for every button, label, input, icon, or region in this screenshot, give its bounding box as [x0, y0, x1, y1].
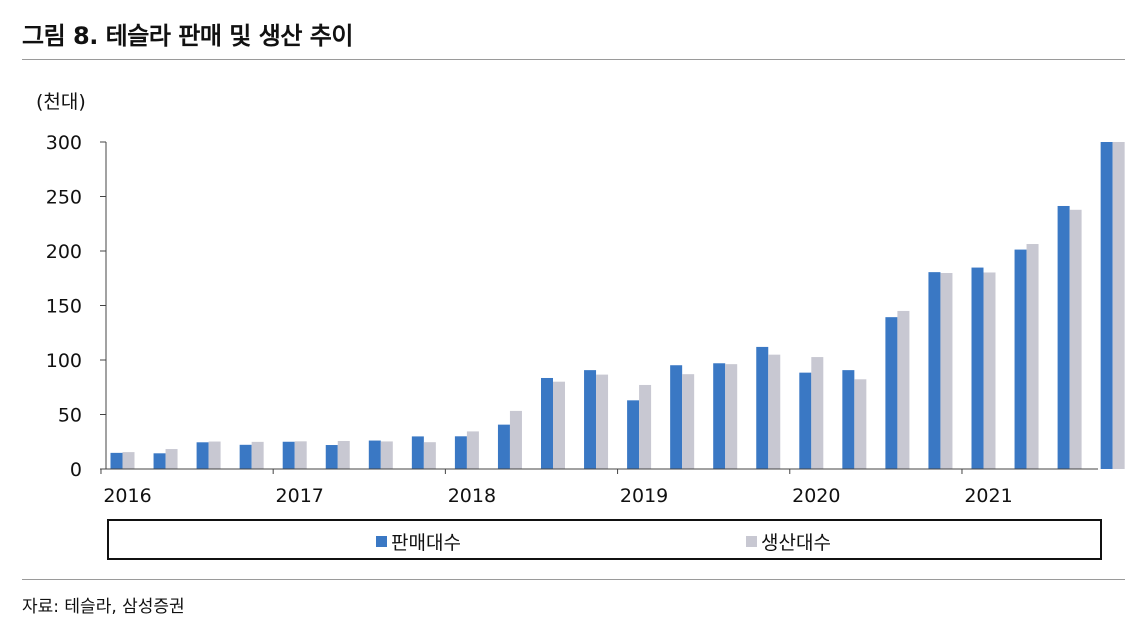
x-year-label: 2020: [792, 485, 840, 507]
x-axis-year-labels: 2016 2017 2018 2019 2020 2021: [100, 469, 1013, 507]
source-note: 자료: 테슬라, 삼성증권: [22, 597, 185, 617]
bar-sales: [196, 442, 209, 469]
bar-sales: [928, 272, 941, 469]
bar-production: [1112, 142, 1125, 469]
bar-production: [509, 410, 522, 469]
x-year-label: 2017: [276, 485, 324, 507]
bar-sales: [325, 445, 338, 469]
source-divider: [22, 579, 1125, 580]
bar-production: [983, 272, 996, 469]
bar-production: [682, 374, 695, 469]
bar-production: [768, 354, 781, 469]
x-year-label: 2021: [964, 485, 1012, 507]
bar-production: [122, 452, 135, 469]
bar-sales: [153, 453, 166, 469]
bar-production: [337, 440, 350, 469]
y-tick-label: 50: [58, 405, 82, 427]
bar-production: [940, 273, 953, 469]
bar-sales: [110, 452, 123, 469]
legend-label-sales: 판매대수: [391, 532, 461, 554]
bar-production: [725, 364, 738, 469]
y-tick-label: 0: [70, 459, 82, 481]
bar-production: [596, 374, 609, 469]
title-divider: [22, 59, 1125, 60]
bar-production: [1069, 209, 1082, 469]
bar-sales: [239, 444, 252, 469]
bar-sales: [454, 436, 467, 469]
y-tick-label: 250: [46, 187, 82, 209]
bar-sales: [885, 317, 898, 469]
bar-sales: [541, 377, 553, 469]
x-year-label: 2018: [448, 485, 496, 507]
legend-label-production: 생산대수: [761, 532, 831, 554]
bar-production: [251, 441, 264, 469]
bar-sales: [497, 424, 510, 469]
x-year-label: 2016: [103, 485, 151, 507]
bar-sales: [670, 365, 683, 469]
bar-production: [380, 441, 393, 469]
bar-sales: [971, 267, 984, 469]
bar-production: [208, 441, 221, 469]
bar-sales: [368, 440, 381, 469]
y-tick-label: 300: [46, 132, 82, 154]
y-tick-label: 200: [46, 241, 82, 263]
bar-sales: [842, 370, 855, 469]
legend-swatch-sales: [376, 536, 387, 547]
bar-sales: [411, 436, 424, 469]
bar-chart: (천대) 0 50 100 150 200 250 300 2016 2017 2018 2019…: [36, 91, 1125, 507]
bar-production: [854, 379, 867, 469]
bar-sales: [627, 400, 640, 469]
bar-production: [165, 449, 178, 469]
bar-production: [553, 381, 565, 469]
bar-sales: [1057, 205, 1070, 469]
y-axis-ticks: 0 50 100 150 200 250 300: [46, 132, 106, 481]
bar-sales: [584, 370, 597, 469]
legend-item-production: 생산대수: [746, 528, 831, 555]
bar-production: [811, 357, 824, 469]
legend-swatch-production: [746, 536, 757, 547]
bar-sales: [282, 441, 295, 469]
bar-sales: [1100, 142, 1113, 469]
bars: [110, 142, 1125, 469]
y-axis-unit-label: (천대): [36, 91, 86, 113]
bar-sales: [713, 363, 726, 469]
x-year-label: 2019: [620, 485, 668, 507]
bar-production: [466, 431, 479, 469]
bar-sales: [756, 346, 769, 469]
bar-production: [423, 442, 436, 469]
bar-sales: [799, 372, 812, 469]
y-tick-label: 100: [46, 350, 82, 372]
bar-production: [1026, 244, 1039, 469]
bar-production: [897, 310, 910, 469]
y-tick-label: 150: [46, 296, 82, 318]
bar-production: [639, 384, 652, 469]
bar-sales: [1014, 249, 1027, 469]
chart-legend: 판매대수 생산대수: [107, 519, 1102, 560]
figure-title: 그림 8. 테슬라 판매 및 생산 추이: [22, 22, 353, 50]
bar-production: [294, 441, 307, 469]
legend-item-sales: 판매대수: [376, 528, 461, 555]
